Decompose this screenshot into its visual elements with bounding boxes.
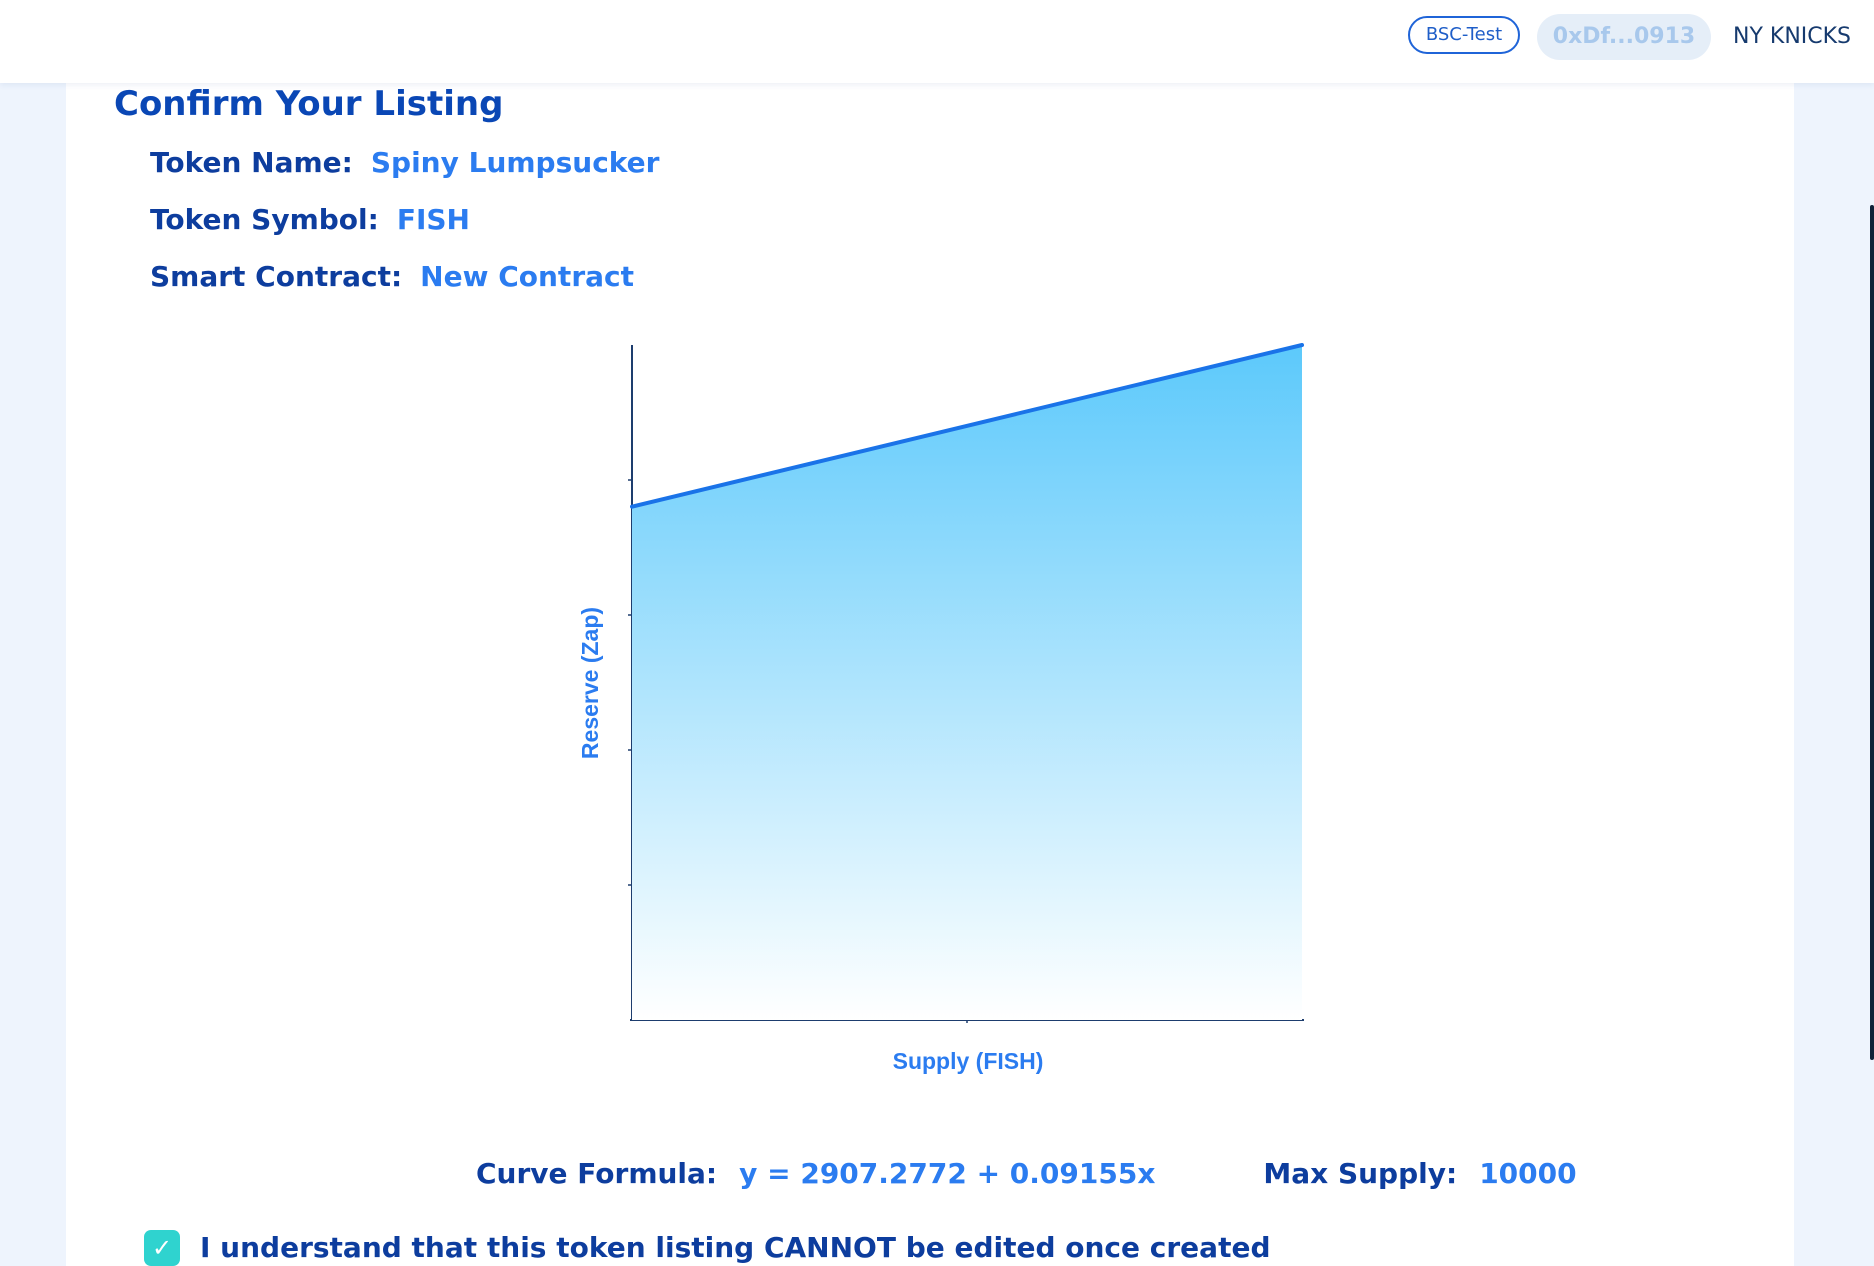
curve-formula-value: y = 2907.2772 + 0.09155x	[739, 1157, 1156, 1190]
max-supply-value: 10000	[1479, 1157, 1577, 1190]
page-scrollbar[interactable]	[1870, 205, 1874, 1060]
token-symbol-label: Token Symbol:	[150, 203, 379, 236]
max-supply-label: Max Supply:	[1263, 1157, 1458, 1190]
token-name-label: Token Name:	[150, 146, 353, 179]
curve-summary-row: Curve Formula: y = 2907.2772 + 0.09155x Ma…	[476, 1157, 1577, 1191]
bonding-curve-chart: Supply (FISH) Reserve (Zap)	[577, 343, 1304, 1074]
chart-x-axis-label: Supply (FISH)	[893, 1048, 1044, 1074]
token-symbol-row: Token Symbol: FISH	[150, 203, 470, 237]
smart-contract-label: Smart Contract:	[150, 260, 403, 293]
chart-y-axis-label: Reserve (Zap)	[577, 607, 603, 759]
smart-contract-row: Smart Contract: New Contract	[150, 260, 634, 294]
wallet-address-button[interactable]: 0xDf...0913	[1537, 14, 1711, 60]
curve-line	[630, 343, 1304, 509]
curve-formula-label: Curve Formula:	[476, 1157, 718, 1190]
confirm-checkbox[interactable]: ✓	[144, 1230, 180, 1266]
check-icon: ✓	[151, 1234, 173, 1262]
top-navigation-bar: BSC-Test 0xDf...0913 NY KNICKS	[0, 0, 1874, 83]
user-name-link[interactable]: NY KNICKS	[1733, 24, 1852, 49]
confirm-text: I understand that this token listing CAN…	[200, 1231, 1271, 1264]
token-symbol-value: FISH	[396, 203, 470, 236]
confirm-checkbox-row[interactable]: ✓ I understand that this token listing CA…	[144, 1230, 1270, 1266]
smart-contract-value: New Contract	[420, 260, 634, 293]
token-name-row: Token Name: Spiny Lumpsucker	[150, 146, 659, 180]
token-name-value: Spiny Lumpsucker	[370, 146, 660, 179]
network-badge[interactable]: BSC-Test	[1408, 16, 1520, 54]
page-title: Confirm Your Listing	[114, 84, 504, 124]
curve-area-fill	[632, 345, 1302, 1020]
